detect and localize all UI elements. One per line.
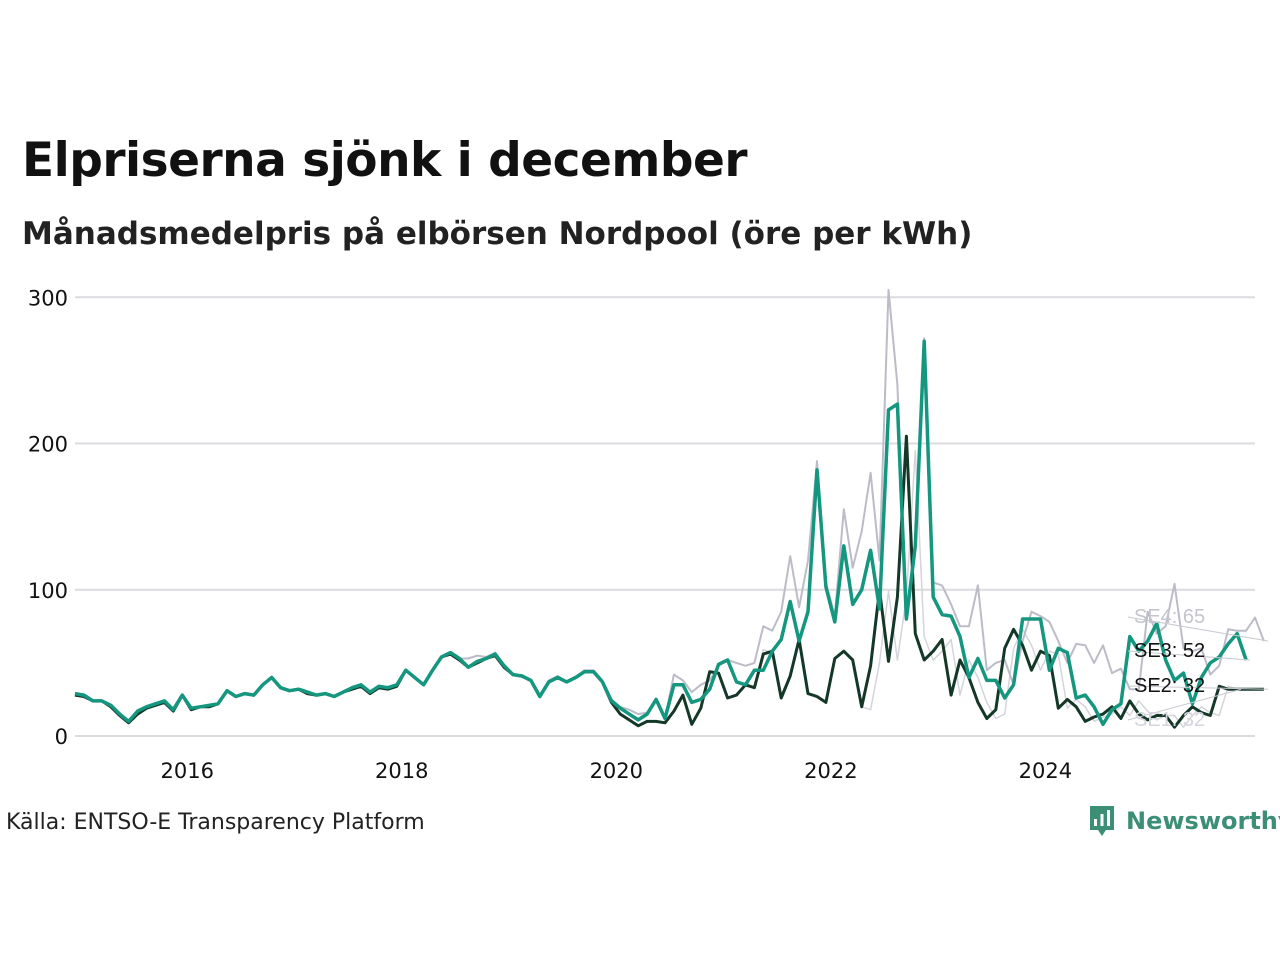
newsworthy-icon [1090, 806, 1114, 836]
x-tick-label: 2016 [160, 759, 213, 780]
y-tick-label: 300 [28, 286, 68, 310]
y-tick-label: 200 [28, 433, 68, 457]
series-line-se3 [74, 339, 1248, 727]
label-leader-se2 [1127, 685, 1268, 690]
y-tick-label: 0 [55, 725, 68, 749]
x-tick-label: 2020 [590, 759, 643, 780]
y-tick-label: 100 [28, 579, 68, 603]
gridlines [75, 296, 1255, 737]
label-leader-se3 [1127, 650, 1251, 661]
end-label-se2: SE2: 32 [1134, 675, 1205, 697]
series-line-se4 [74, 289, 1265, 723]
end-labels: SE1: 32 SE4: 65 SE2: 32 SE3: 52 [1127, 606, 1269, 731]
label-leader-se1 [1127, 688, 1242, 721]
brand-name: Newsworthy [1126, 807, 1280, 835]
source-note: Källa: ENTSO-E Transparency Platform [6, 810, 425, 835]
end-label-se3: SE3: 52 [1134, 640, 1205, 662]
chart-title: Elpriserna sjönk i december [22, 133, 748, 188]
newsworthy-logo: Newsworthy [1088, 804, 1280, 838]
x-axis-ticks: 2016 2018 2020 2022 2024 [160, 759, 1072, 780]
end-label-se4: SE4: 65 [1134, 606, 1205, 628]
series-lines [74, 289, 1265, 729]
y-axis-ticks: 0 100 200 300 [28, 286, 68, 749]
x-tick-label: 2024 [1019, 759, 1072, 780]
x-tick-label: 2022 [804, 759, 857, 780]
series-line-se2 [74, 434, 1264, 729]
label-leader-se4 [1127, 616, 1269, 642]
end-label-se1: SE1: 32 [1134, 709, 1205, 731]
chart-subtitle: Månadsmedelpris på elbörsen Nordpool (ör… [22, 216, 973, 252]
x-tick-label: 2018 [375, 759, 428, 780]
